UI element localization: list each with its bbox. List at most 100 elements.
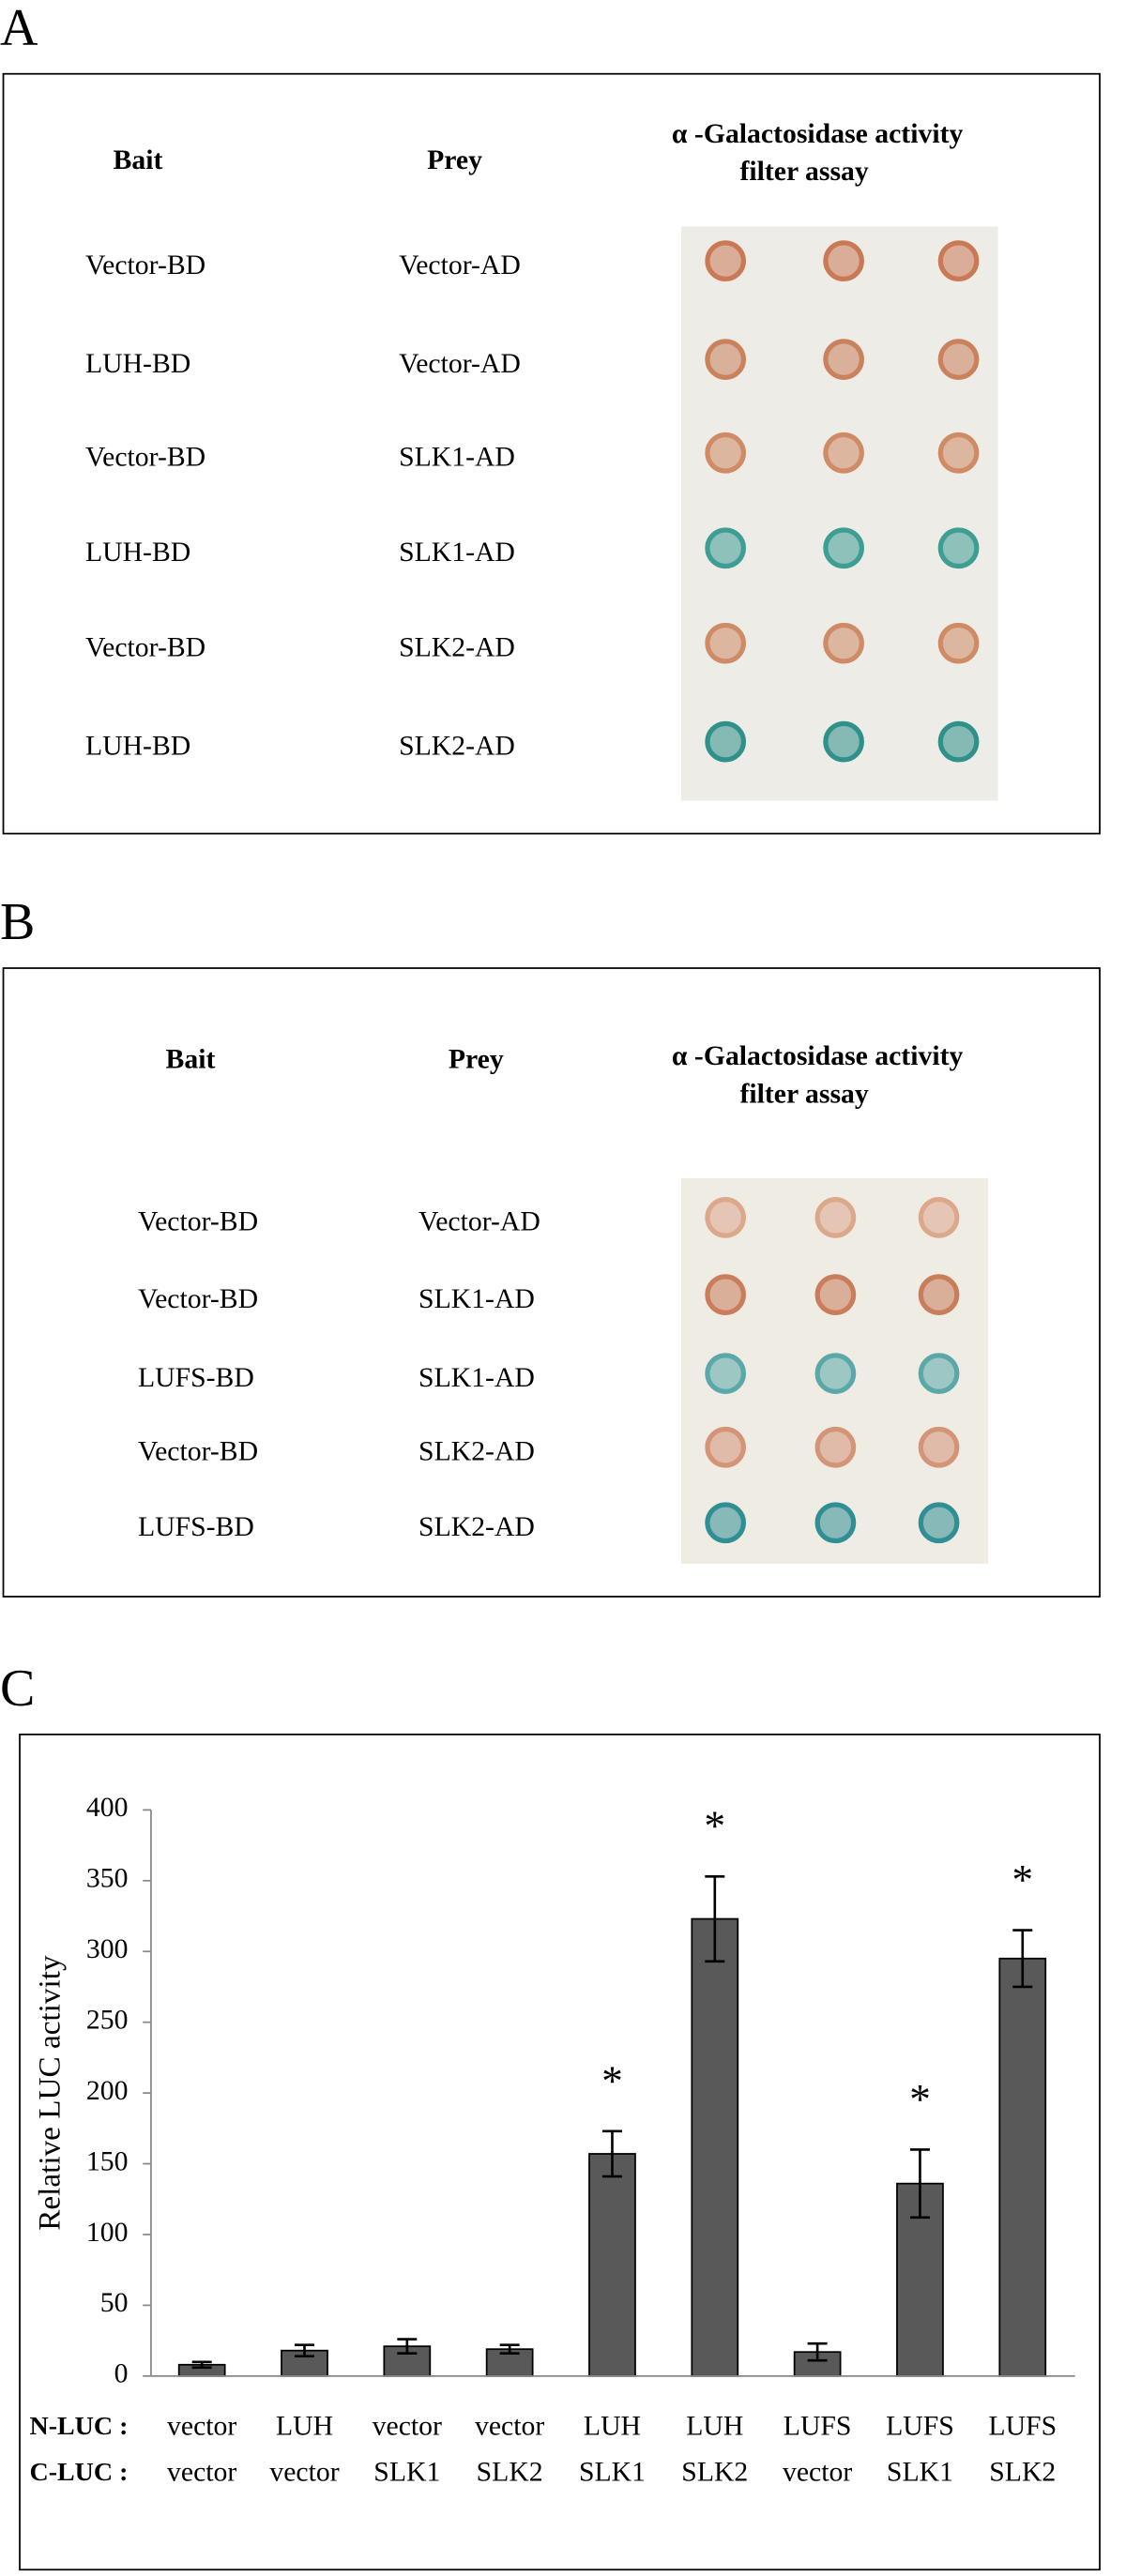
row-cell: LUFS-BD	[138, 1363, 254, 1393]
x-tick-label: LUFS	[988, 2412, 1057, 2442]
colony-spot	[937, 720, 980, 763]
colony-spot	[814, 1197, 857, 1238]
colony-spot	[823, 432, 864, 474]
y-tick-label: 200	[86, 2076, 129, 2106]
panel-a-frame	[2, 72, 1101, 835]
column-header: α -Galactosidase activity	[672, 119, 964, 149]
colony-spot	[937, 339, 980, 380]
row-cell: SLK2-AD	[418, 1512, 535, 1542]
x-tick-label: LUFS	[784, 2412, 852, 2442]
x-tick-label: vector	[783, 2458, 852, 2488]
colony-spot	[918, 1502, 960, 1544]
row-cell: SLK1-AD	[418, 1284, 535, 1314]
x-tick-label: vector	[167, 2412, 236, 2442]
y-tick-label: 100	[86, 2218, 129, 2248]
row-cell: SLK2-AD	[399, 633, 515, 663]
column-header: filter assay	[739, 1079, 868, 1109]
y-tick-label: 0	[114, 2359, 129, 2389]
x-tick-label: vector	[475, 2412, 544, 2442]
error-bar	[499, 2343, 520, 2356]
panel-b-frame	[2, 967, 1101, 1598]
colony-spot	[705, 1197, 747, 1238]
error-bar	[705, 1874, 725, 1963]
significance-mark: *	[1012, 1856, 1033, 1903]
colony-spot	[937, 622, 980, 664]
column-header: Prey	[427, 145, 482, 175]
x-tick-label: vector	[167, 2458, 236, 2488]
panel-label: C	[0, 1659, 35, 1718]
error-bar	[807, 2341, 828, 2362]
row-cell: Vector-BD	[85, 633, 205, 663]
colony-spot	[918, 1353, 960, 1394]
row-cell: SLK1-AD	[418, 1363, 535, 1393]
colony-spot	[937, 527, 980, 569]
bar	[588, 2153, 636, 2377]
x-tick-label: SLK2	[477, 2458, 543, 2488]
error-bar	[191, 2360, 212, 2370]
row-cell: SLK2-AD	[418, 1437, 535, 1467]
row-cell: Vector-AD	[399, 250, 521, 280]
y-tick-label: 300	[86, 1934, 129, 1964]
x-tick-label: SLK1	[373, 2458, 440, 2488]
significance-mark: *	[601, 2056, 623, 2104]
colony-spot	[705, 1426, 747, 1468]
colony-spot	[918, 1274, 960, 1315]
x-tick-label: SLK1	[579, 2458, 646, 2488]
column-header: Bait	[166, 1045, 216, 1075]
colony-spot	[814, 1426, 857, 1468]
row-cell: SLK1-AD	[399, 538, 515, 568]
row-cell: SLK2-AD	[399, 731, 515, 761]
x-tick-label: vector	[373, 2412, 442, 2442]
y-tick-label: 50	[100, 2288, 129, 2318]
x-tick-label: SLK1	[887, 2458, 953, 2488]
row-cell: Vector-BD	[85, 250, 205, 280]
colony-spot	[918, 1426, 960, 1468]
x-tick-label: vector	[269, 2458, 339, 2488]
column-header: α -Galactosidase activity	[672, 1041, 964, 1071]
row-cell: LUH-BD	[85, 538, 190, 568]
x-tick-label: LUH	[686, 2412, 743, 2442]
colony-spot	[814, 1502, 857, 1544]
y-tick-label: 400	[86, 1793, 129, 1823]
category-row-label: C-LUC :	[30, 2458, 129, 2487]
colony-spot	[814, 1353, 857, 1394]
colony-spot	[823, 339, 864, 380]
significance-mark: *	[909, 2075, 931, 2123]
row-cell: SLK1-AD	[399, 443, 515, 473]
panel-label: B	[0, 893, 35, 951]
x-tick-label: LUFS	[886, 2412, 954, 2442]
error-bar	[909, 2148, 930, 2220]
colony-spot	[705, 1502, 747, 1544]
colony-spot	[937, 240, 980, 281]
colony-spot	[814, 1274, 857, 1315]
bar	[998, 1957, 1047, 2377]
row-cell: Vector-AD	[418, 1207, 540, 1237]
y-axis-label: Relative LUC activity	[33, 1955, 68, 2231]
bar	[691, 1917, 739, 2377]
colony-spot	[705, 527, 747, 569]
significance-mark: *	[704, 1802, 725, 1850]
x-tick-label: SLK2	[989, 2458, 1056, 2488]
y-tick-label: 350	[86, 1864, 129, 1894]
colony-spot	[705, 622, 747, 664]
row-cell: Vector-BD	[85, 443, 205, 473]
x-tick-label: SLK2	[681, 2458, 748, 2488]
row-cell: Vector-AD	[399, 349, 521, 379]
column-header: filter assay	[739, 157, 868, 187]
colony-spot	[823, 240, 864, 281]
assay-plate	[680, 226, 998, 801]
row-cell: LUH-BD	[85, 731, 190, 761]
colony-spot	[823, 720, 864, 763]
colony-spot	[823, 622, 864, 664]
row-cell: Vector-BD	[138, 1207, 258, 1237]
y-tick-label: 250	[86, 2006, 129, 2036]
row-cell: LUH-BD	[85, 349, 190, 379]
colony-spot	[705, 240, 747, 281]
error-bar	[601, 2129, 622, 2178]
colony-spot	[705, 1353, 747, 1394]
row-cell: LUFS-BD	[138, 1512, 254, 1542]
row-cell: Vector-BD	[138, 1437, 258, 1467]
colony-spot	[705, 432, 747, 474]
